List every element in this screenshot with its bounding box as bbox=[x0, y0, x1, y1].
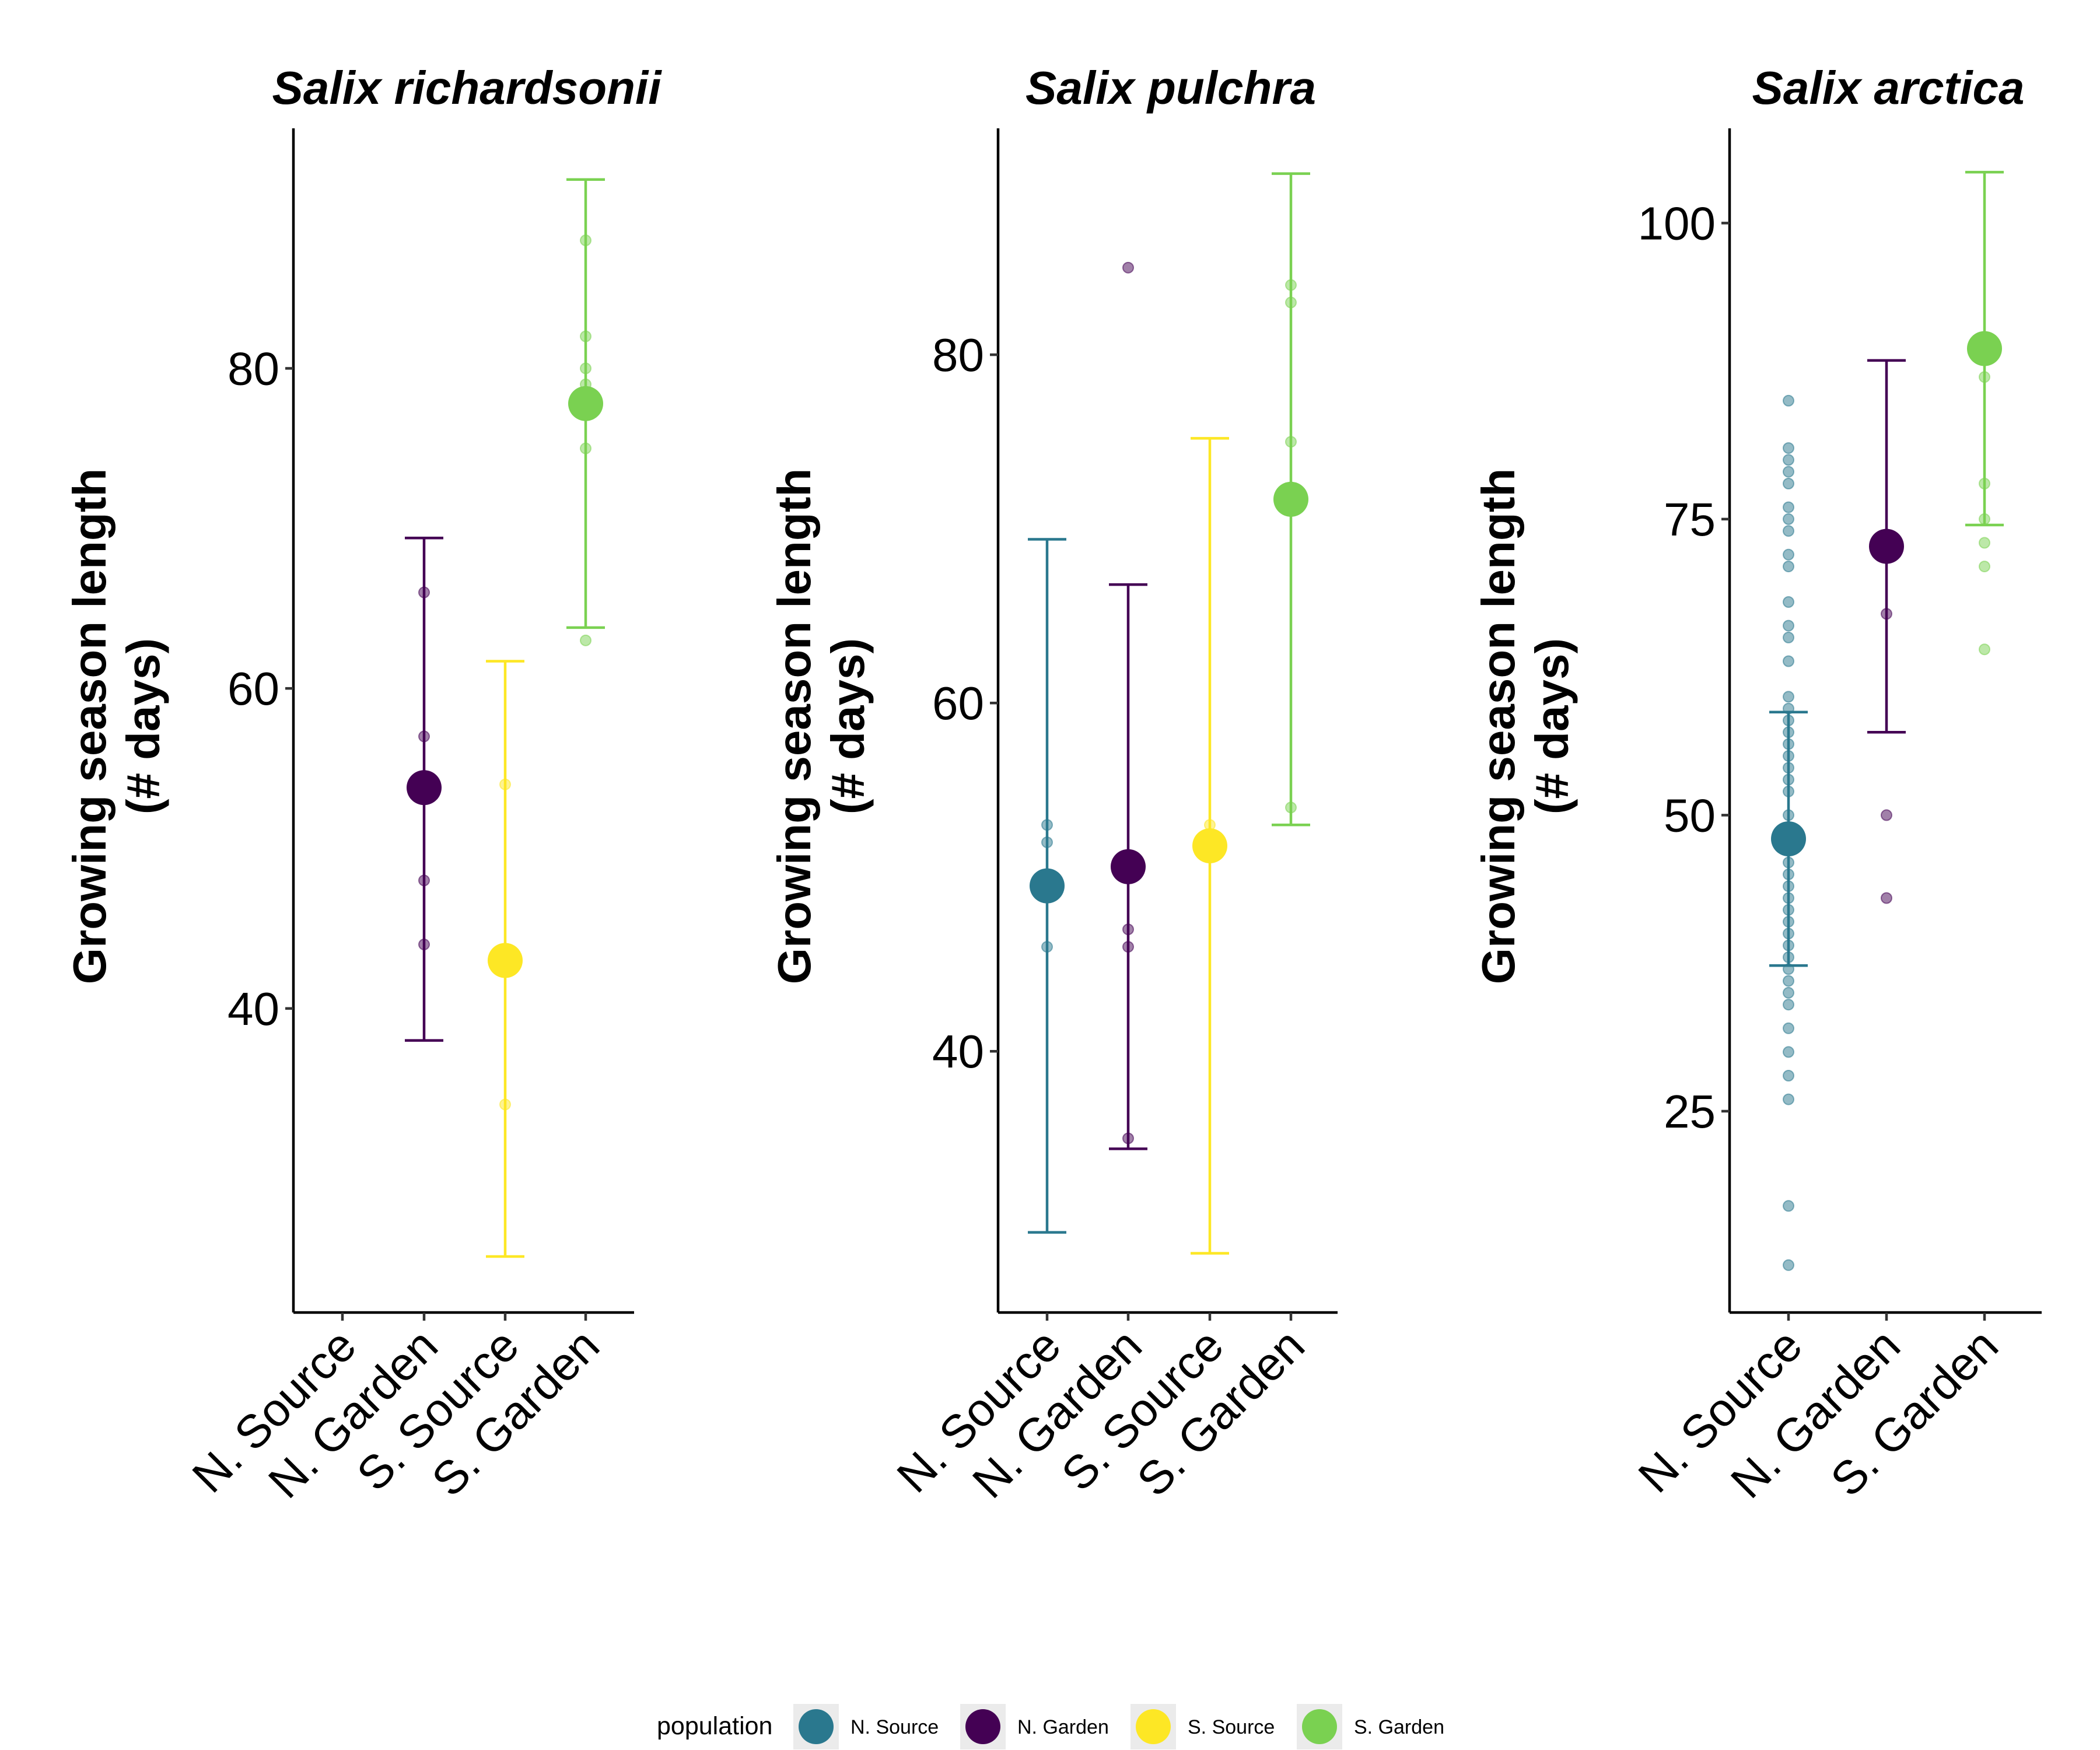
legend-items: N. Source N. Garden S. Source S. Garden bbox=[793, 1704, 1444, 1749]
data-point bbox=[1783, 442, 1794, 454]
data-point bbox=[1783, 999, 1794, 1011]
legend-title: population bbox=[657, 1712, 772, 1740]
data-point bbox=[1783, 548, 1794, 561]
y-axis-title-line-2: (# days) bbox=[822, 638, 874, 814]
legend-item-n-source: N. Source bbox=[793, 1704, 939, 1749]
data-point bbox=[1783, 561, 1794, 573]
y-axis-title-line-2: (# days) bbox=[1526, 638, 1578, 814]
legend-label: N. Source bbox=[850, 1716, 939, 1738]
y-axis-title-line-1: Growing season length bbox=[64, 468, 116, 985]
data-point bbox=[1783, 1093, 1794, 1105]
series-s-source bbox=[1191, 437, 1229, 1255]
data-point bbox=[1979, 643, 1990, 656]
series-n-source bbox=[1769, 394, 1808, 1271]
legend-key-swatch bbox=[1136, 1709, 1171, 1744]
mean-point bbox=[1771, 821, 1806, 856]
legend-item-n-garden: N. Garden bbox=[960, 1704, 1109, 1749]
series-s-garden bbox=[1272, 172, 1310, 827]
data-point bbox=[1783, 478, 1794, 489]
y-tick-label: 80 bbox=[932, 329, 984, 381]
series-s-source bbox=[486, 660, 524, 1258]
y-tick-label: 40 bbox=[932, 1026, 984, 1077]
data-point bbox=[1979, 561, 1990, 573]
data-point bbox=[1783, 394, 1794, 407]
data-point bbox=[1783, 513, 1794, 525]
panel-title: Salix pulchra bbox=[1026, 62, 1316, 114]
mean-point bbox=[1111, 849, 1146, 884]
y-tick-label: 80 bbox=[228, 342, 279, 394]
mean-point bbox=[1869, 528, 1904, 564]
data-point bbox=[1783, 655, 1794, 667]
y-tick-label: 60 bbox=[228, 663, 279, 715]
y-tick-label: 50 bbox=[1664, 789, 1716, 841]
mean-point bbox=[1030, 868, 1065, 904]
legend-label: S. Source bbox=[1188, 1716, 1275, 1738]
series-n-garden bbox=[1867, 359, 1906, 904]
data-point bbox=[1783, 691, 1794, 703]
data-point bbox=[1783, 1022, 1794, 1034]
data-point bbox=[1881, 809, 1892, 821]
panel-salix-richardsonii: Salix richardsonii Growing season length… bbox=[64, 62, 662, 1508]
legend-label: S. Garden bbox=[1354, 1716, 1444, 1738]
mean-point bbox=[1273, 481, 1308, 517]
data-point bbox=[580, 634, 592, 646]
data-point bbox=[1979, 537, 1990, 549]
legend-item-s-source: S. Source bbox=[1130, 1704, 1275, 1749]
data-point bbox=[1783, 1200, 1794, 1212]
mean-point bbox=[568, 386, 603, 421]
y-tick-label: 100 bbox=[1638, 197, 1716, 249]
y-axis-title-line-1: Growing season length bbox=[1472, 468, 1524, 985]
data-point bbox=[1783, 501, 1794, 513]
data-point bbox=[1783, 525, 1794, 537]
legend-label: N. Garden bbox=[1017, 1716, 1109, 1738]
series-n-garden bbox=[1109, 261, 1147, 1150]
y-axis-title-line-1: Growing season length bbox=[768, 468, 820, 985]
data-point bbox=[1783, 1070, 1794, 1082]
data-point bbox=[1783, 454, 1794, 466]
mean-point bbox=[407, 770, 442, 806]
legend-item-s-garden: S. Garden bbox=[1297, 1704, 1444, 1749]
y-tick-label: 75 bbox=[1664, 494, 1716, 545]
data-point bbox=[1783, 620, 1794, 632]
panel-salix-pulchra: Salix pulchra Growing season length (# d… bbox=[768, 62, 1338, 1508]
legend-key-swatch bbox=[965, 1709, 1000, 1744]
data-point bbox=[1122, 261, 1134, 274]
legend: population N. Source N. Garden S. Source S.… bbox=[657, 1704, 1444, 1749]
panel-title: Salix richardsonii bbox=[272, 62, 663, 114]
legend-key-swatch bbox=[799, 1709, 834, 1744]
plot-area bbox=[1769, 170, 2004, 1271]
data-point bbox=[1783, 1046, 1794, 1058]
mean-point bbox=[1967, 331, 2002, 366]
plot-area bbox=[405, 178, 605, 1258]
plot-area bbox=[1028, 172, 1310, 1255]
y-tick-label: 60 bbox=[932, 677, 984, 729]
data-point bbox=[1783, 466, 1794, 478]
data-point bbox=[1783, 975, 1794, 987]
data-point bbox=[1783, 986, 1794, 999]
data-point bbox=[1783, 1259, 1794, 1271]
panel-salix-arctica: Salix arctica Growing season length (# d… bbox=[1472, 62, 2042, 1508]
y-tick-label: 25 bbox=[1664, 1086, 1716, 1138]
mean-point bbox=[1192, 828, 1227, 863]
data-point bbox=[1881, 892, 1892, 904]
legend-key-swatch bbox=[1302, 1709, 1337, 1744]
series-s-garden bbox=[566, 178, 605, 646]
series-n-garden bbox=[405, 537, 443, 1042]
data-point bbox=[1783, 596, 1794, 608]
data-point bbox=[1783, 631, 1794, 643]
panel-title: Salix arctica bbox=[1752, 62, 2025, 114]
y-axis-title-line-2: (# days) bbox=[117, 638, 169, 814]
y-tick-label: 40 bbox=[228, 983, 279, 1035]
series-n-source bbox=[1028, 538, 1066, 1234]
mean-point bbox=[488, 943, 523, 978]
series-s-garden bbox=[1965, 170, 2004, 656]
